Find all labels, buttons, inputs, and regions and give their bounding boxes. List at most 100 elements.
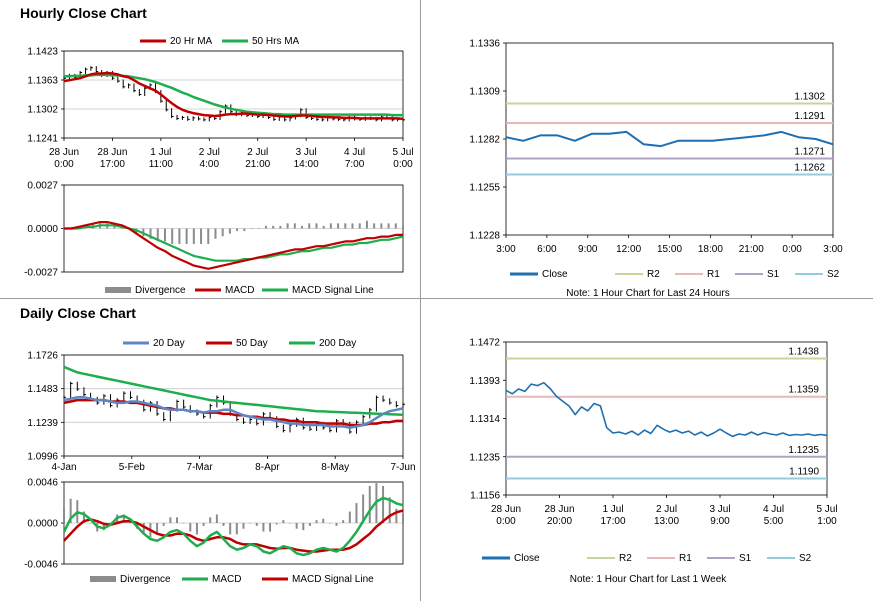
daily-pivot-ytick: 1.1314 xyxy=(469,414,500,425)
daily-macd-legend-label: Divergence xyxy=(120,574,171,585)
daily-divergence-bar xyxy=(182,523,185,524)
daily-divergence-bar xyxy=(282,520,285,523)
hourly-macd-line xyxy=(64,221,403,270)
daily-divergence-bar xyxy=(156,523,159,535)
hourly-pivot-xtick: 6:00 xyxy=(537,244,557,255)
daily-divergence-bar xyxy=(176,517,178,523)
daily-divergence-bar xyxy=(235,523,238,535)
hourly-divergence-bar xyxy=(221,228,224,237)
daily-macd-ytick: 0.0000 xyxy=(27,519,58,530)
daily-divergence-bar xyxy=(255,523,258,526)
hourly-macd-legend-swatch xyxy=(105,287,131,293)
hourly-price-frame xyxy=(63,50,404,139)
daily-price-legend-label: 20 Day xyxy=(153,338,185,349)
daily-divergence-bar xyxy=(122,514,125,523)
hourly-pivot-xtick: 15:00 xyxy=(657,244,682,255)
hourly-pivot-xtick: 0:00 xyxy=(782,244,802,255)
daily-pivot-xtick: 20:00 xyxy=(547,516,572,527)
hourly-divergence-bar xyxy=(243,228,246,232)
hourly-divergence-bar xyxy=(257,228,260,229)
hourly-divergence-bar xyxy=(236,228,239,232)
daily-pivot-level-r1-label: 1.1359 xyxy=(788,385,819,396)
daily-divergence-bar xyxy=(162,523,165,526)
daily-signal-line xyxy=(63,509,404,553)
daily-divergence-bar xyxy=(362,494,365,523)
hourly-price-ytick: 1.1423 xyxy=(27,47,58,58)
hourly-divergence-bar xyxy=(214,228,217,239)
hourly-pivot-close-line xyxy=(505,130,834,148)
hourly-price-ytick: 1.1363 xyxy=(27,76,58,87)
daily-pivot-ytick: 1.1235 xyxy=(469,452,500,463)
hourly-price-xtick: 0:00 xyxy=(393,159,413,170)
hourly-divergence-bar xyxy=(402,225,404,229)
hourly-price-xtick: 4:00 xyxy=(200,159,220,170)
hourly-divergence-bar xyxy=(272,225,275,229)
daily-divergence-bar xyxy=(275,523,278,525)
daily-pivot-xtick: 5 Jul xyxy=(816,504,837,515)
daily-macd-legend-label: MACD Signal Line xyxy=(292,574,374,585)
daily-pivot-xtick: 17:00 xyxy=(600,516,625,527)
daily-pivot-xtick: 2 Jul xyxy=(656,504,677,515)
daily-price-legend-label: 50 Day xyxy=(236,338,268,349)
hourly-divergence-bar xyxy=(365,220,368,229)
hourly-pivot-ytick: 1.1282 xyxy=(469,135,500,146)
daily-divergence-bar xyxy=(202,523,205,526)
hourly-price-xtick: 28 Jun xyxy=(49,147,79,158)
hourly-divergence-bar xyxy=(200,228,203,244)
hourly-pivot-legend-label: R2 xyxy=(647,269,660,280)
hourly-ma20-line xyxy=(63,71,404,121)
daily-pivot-legend-label: S2 xyxy=(799,553,812,564)
hourly-pivot-level-r1-label: 1.1291 xyxy=(794,111,825,122)
hourly-macd-ytick: -0.0027 xyxy=(24,268,58,279)
hourly-price-xtick: 21:00 xyxy=(245,159,270,170)
daily-divergence-bar xyxy=(82,511,85,523)
daily-pivot-xtick: 28 Jun xyxy=(544,504,574,515)
daily-divergence-bar xyxy=(382,485,385,523)
hourly-price-xtick: 14:00 xyxy=(294,159,319,170)
hourly-pivot-legend-label: R1 xyxy=(707,269,720,280)
daily-price-xtick: 7-Mar xyxy=(187,462,214,473)
hourly-divergence-bar xyxy=(373,223,376,229)
hourly-pivot-xtick: 3:00 xyxy=(823,244,843,255)
daily-divergence-bar xyxy=(348,511,351,523)
daily-divergence-bar xyxy=(395,508,398,523)
daily-pivot-level-r2-label: 1.1438 xyxy=(788,346,819,357)
hourly-macd-legend-label: MACD Signal Line xyxy=(292,285,374,296)
daily-pivot-xtick: 0:00 xyxy=(496,516,516,527)
daily-pivot-xtick: 28 Jun xyxy=(491,504,521,515)
daily-price-ytick: 1.1483 xyxy=(27,384,58,395)
daily-pivot-ytick: 1.1393 xyxy=(469,376,500,387)
daily-divergence-bar xyxy=(195,523,198,535)
hourly-pivot-level-r2-label: 1.1302 xyxy=(794,91,825,102)
daily-macd-ytick: 0.0046 xyxy=(27,478,58,489)
daily-divergence-bar xyxy=(69,498,72,523)
hourly-divergence-bar xyxy=(329,223,332,229)
daily-divergence-bar xyxy=(63,508,65,523)
hourly-divergence-bar xyxy=(394,223,397,229)
hourly-price-ytick: 1.1302 xyxy=(27,105,58,116)
hourly-price-xtick: 4 Jul xyxy=(344,147,365,158)
daily-pivot-note: Note: 1 Hour Chart for Last 1 Week xyxy=(570,574,728,585)
daily-divergence-bar xyxy=(335,523,338,526)
hourly-pivot-ytick: 1.1255 xyxy=(469,183,500,194)
daily-macd-line xyxy=(62,496,404,557)
daily-macd-legend-label: MACD xyxy=(212,574,241,585)
hourly-divergence-bar xyxy=(308,223,311,229)
hourly-price-xtick: 11:00 xyxy=(149,159,174,170)
daily-ma200-line xyxy=(63,365,404,417)
hourly-divergence-bar xyxy=(228,228,231,234)
hourly-price-xtick: 3 Jul xyxy=(296,147,317,158)
hourly-price-xtick: 17:00 xyxy=(100,159,125,170)
daily-divergence-bar xyxy=(242,523,245,529)
hourly-price-xtick: 5 Jul xyxy=(392,147,413,158)
hourly-divergence-bar xyxy=(178,228,181,244)
hourly-price-xtick: 2 Jul xyxy=(199,147,220,158)
daily-divergence-bar xyxy=(342,520,345,523)
hourly-divergence-bar xyxy=(286,223,289,229)
section-divider xyxy=(0,298,873,299)
column-divider-top xyxy=(420,0,421,298)
daily-divergence-bar xyxy=(295,523,298,529)
hourly-pivot-ytick: 1.1309 xyxy=(469,87,500,98)
hourly-divergence-bar xyxy=(163,228,166,242)
hourly-macd-ytick: 0.0027 xyxy=(27,181,58,192)
